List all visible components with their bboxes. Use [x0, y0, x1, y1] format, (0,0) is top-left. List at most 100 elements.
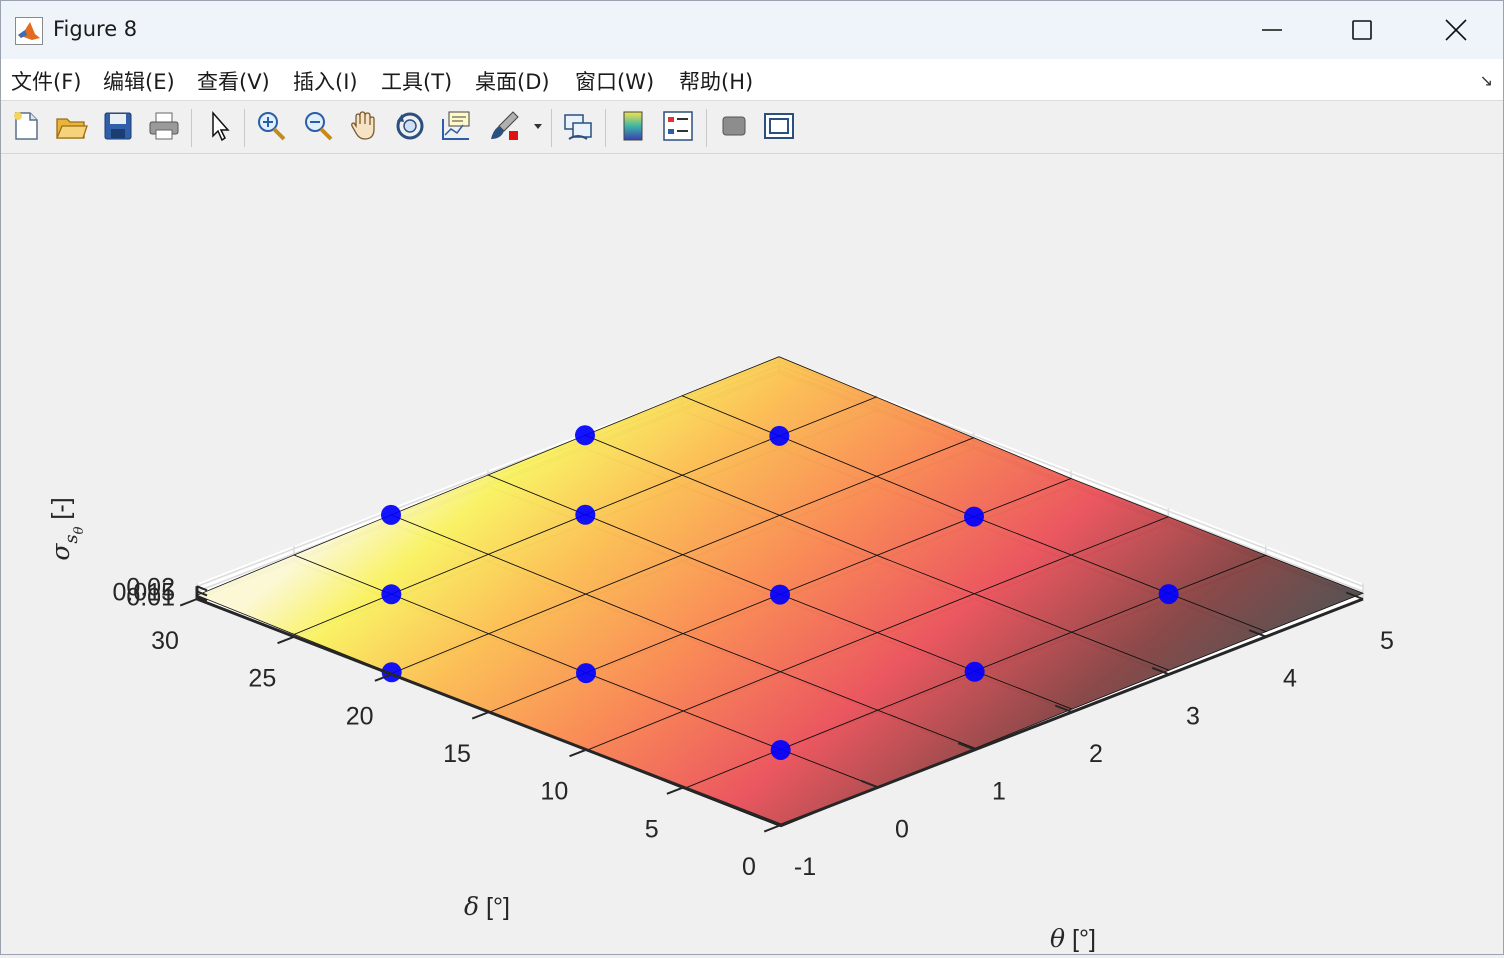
- zoom-out-icon[interactable]: [301, 109, 335, 143]
- data-point: [576, 663, 596, 684]
- x-tick-label: 5: [1380, 627, 1394, 655]
- x-tick-label: 2: [1089, 740, 1103, 768]
- x-axis-title: θ [°]: [1050, 924, 1096, 953]
- menu-help[interactable]: 帮助(H): [679, 70, 754, 94]
- brush-dropdown-icon[interactable]: [531, 109, 545, 143]
- x-tick: [957, 742, 976, 751]
- save-icon[interactable]: [101, 109, 135, 143]
- z-axis-title-unit: [-]: [47, 497, 75, 526]
- toolbar-separator: [551, 109, 552, 147]
- menu-view[interactable]: 查看(V): [197, 70, 270, 94]
- window-title: Figure 8: [53, 17, 138, 41]
- data-point: [575, 425, 595, 446]
- y-axis-title: δ [°]: [464, 892, 510, 921]
- toolbar-separator: [605, 109, 606, 147]
- data-point: [575, 504, 596, 525]
- colorbar-icon[interactable]: [616, 109, 650, 143]
- data-point: [769, 425, 790, 446]
- x-tick: [1151, 666, 1170, 676]
- z-axis-title-symbol: σ: [46, 543, 75, 561]
- menu-insert[interactable]: 插入(I): [293, 70, 358, 94]
- z-tick: [196, 585, 208, 592]
- minimize-icon: [1262, 29, 1282, 31]
- y-tick-label: 15: [443, 740, 471, 768]
- menu-file[interactable]: 文件(F): [11, 70, 82, 94]
- z-axis-title: σsθ [-]: [46, 497, 87, 560]
- y-tick: [763, 824, 782, 833]
- x-tick-label: 3: [1186, 702, 1200, 730]
- z-tick: [196, 595, 208, 602]
- y-tick: [374, 673, 393, 682]
- y-axis-title-unit: [°]: [479, 893, 510, 921]
- z-tick-label: 0.01: [126, 584, 175, 612]
- rotate-3d-icon[interactable]: [393, 109, 427, 143]
- x-axis-title-unit: [°]: [1065, 925, 1096, 953]
- select-arrow-icon[interactable]: [203, 109, 237, 143]
- dock-arrow-icon[interactable]: ↘: [1479, 71, 1493, 90]
- x-tick: [1345, 591, 1364, 600]
- x-tick: [860, 779, 879, 789]
- toolbar-separator: [191, 109, 192, 147]
- y-tick-label: 30: [151, 627, 179, 655]
- data-point: [770, 739, 791, 760]
- open-file-icon[interactable]: [54, 109, 88, 143]
- y-tick: [179, 598, 198, 607]
- close-button[interactable]: [1428, 9, 1484, 51]
- y-tick-label: 10: [540, 778, 568, 806]
- close-icon: [1445, 19, 1467, 41]
- link-plot-icon[interactable]: [561, 109, 595, 143]
- y-tick: [277, 635, 295, 645]
- x-tick: [763, 817, 782, 826]
- z-axis-title-subsubscript: θ: [72, 526, 87, 534]
- x-axis-title-symbol: θ: [1050, 924, 1065, 953]
- z-axis-title-subscript: s: [61, 534, 82, 543]
- maximize-button[interactable]: [1334, 9, 1390, 51]
- menu-tools[interactable]: 工具(T): [381, 70, 453, 94]
- data-point: [1158, 584, 1179, 605]
- data-point: [381, 504, 401, 525]
- z-tick: [196, 590, 208, 597]
- figure-canvas[interactable]: -1 0 1 2 3 4 5 0 5 10 15 20 25 30 0.01 0.015 0.02 θ [°] δ …: [1, 153, 1503, 954]
- y-tick: [471, 711, 490, 720]
- x-tick-label: 0: [895, 815, 909, 843]
- menu-edit[interactable]: 编辑(E): [103, 70, 175, 94]
- matlab-logo-icon: [15, 17, 43, 45]
- z-tick-label: 0.02: [126, 573, 175, 601]
- surface: [195, 356, 1365, 828]
- hide-plot-tools-icon[interactable]: [717, 109, 751, 143]
- pan-hand-icon[interactable]: [347, 109, 381, 143]
- y-tick-label: 0: [742, 853, 756, 881]
- toolbar-separator: [244, 109, 245, 147]
- y-tick-label: 20: [346, 702, 374, 730]
- minimize-button[interactable]: [1244, 9, 1300, 51]
- data-point: [381, 584, 402, 605]
- z-tick-label: 0.015: [112, 578, 175, 606]
- legend-icon[interactable]: [661, 109, 695, 143]
- new-figure-icon[interactable]: [9, 109, 43, 143]
- y-tick-label: 25: [248, 665, 276, 693]
- y-axis-title-symbol: δ: [464, 892, 479, 921]
- zoom-in-icon[interactable]: [254, 109, 288, 143]
- x-tick: [1248, 629, 1267, 638]
- y-tick: [666, 786, 685, 795]
- x-tick: [1054, 704, 1073, 713]
- data-point: [964, 506, 984, 527]
- data-point: [770, 584, 790, 605]
- x-tick-label: 4: [1283, 665, 1297, 693]
- toolbar-separator: [706, 109, 707, 147]
- print-icon[interactable]: [147, 109, 181, 143]
- x-tick-label: -1: [794, 853, 816, 881]
- data-point: [964, 661, 985, 682]
- brush-icon[interactable]: [487, 109, 521, 143]
- data-tips-icon[interactable]: [439, 109, 473, 143]
- menu-desktop[interactable]: 桌面(D): [475, 70, 550, 94]
- figure-toolbar: [1, 101, 1503, 154]
- x-tick-label: 1: [992, 778, 1006, 806]
- title-bar[interactable]: Figure 8: [1, 1, 1503, 59]
- show-plot-tools-icon[interactable]: [762, 109, 796, 143]
- maximize-icon: [1352, 20, 1372, 40]
- menu-window[interactable]: 窗口(W): [575, 70, 655, 94]
